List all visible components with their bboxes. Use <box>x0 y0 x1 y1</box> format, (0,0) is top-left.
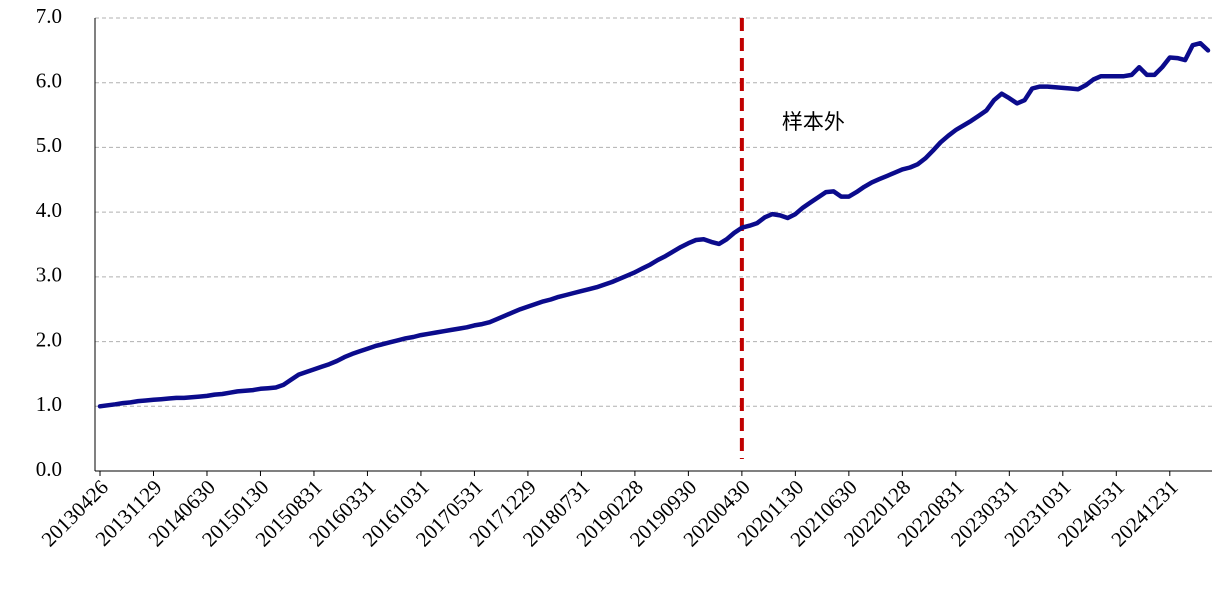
data-line <box>97 40 1211 409</box>
y-tick-label: 1.0 <box>36 392 62 416</box>
y-tick-label: 4.0 <box>36 198 62 222</box>
y-tick-label: 6.0 <box>36 69 62 93</box>
y-tick-label: 2.0 <box>36 327 62 351</box>
y-tick-label: 3.0 <box>36 263 62 287</box>
y-tick-label: 0.0 <box>36 457 62 481</box>
y-tick-label: 7.0 <box>36 4 62 28</box>
y-tick-label: 5.0 <box>36 133 62 157</box>
annotation: 样本外 <box>782 110 845 134</box>
